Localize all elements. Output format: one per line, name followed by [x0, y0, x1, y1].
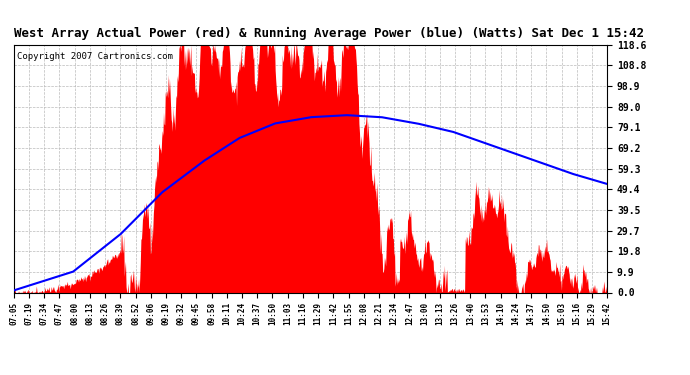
Text: West Array Actual Power (red) & Running Average Power (blue) (Watts) Sat Dec 1 1: West Array Actual Power (red) & Running … [14, 27, 644, 40]
Text: Copyright 2007 Cartronics.com: Copyright 2007 Cartronics.com [17, 53, 172, 62]
